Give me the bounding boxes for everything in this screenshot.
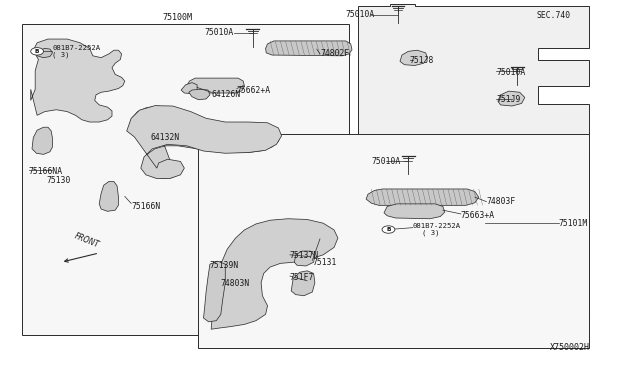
Polygon shape [358,4,589,318]
Text: 74802F: 74802F [320,49,349,58]
Text: 75663+A: 75663+A [461,211,495,219]
Polygon shape [127,106,282,179]
Text: FRONT: FRONT [73,232,100,250]
Text: 751J9: 751J9 [496,95,520,104]
Polygon shape [384,204,445,219]
Text: SEC.740: SEC.740 [536,12,570,20]
Text: 081B7-2252A: 081B7-2252A [52,45,100,51]
Text: 75010A: 75010A [204,28,234,37]
Polygon shape [37,48,52,58]
Polygon shape [366,189,479,205]
Text: 75137N: 75137N [290,251,319,260]
Polygon shape [187,78,244,93]
Polygon shape [32,127,52,154]
Text: B: B [35,49,39,54]
Bar [22,24,349,335]
Text: 751F7: 751F7 [290,273,314,282]
Circle shape [31,48,44,55]
Text: 751J8: 751J8 [410,56,434,65]
Text: 75010A: 75010A [371,157,401,166]
Polygon shape [498,91,525,106]
Polygon shape [291,271,315,296]
Text: ( 3): ( 3) [52,52,70,58]
Polygon shape [400,50,428,65]
Polygon shape [189,89,210,100]
Polygon shape [294,251,315,266]
Polygon shape [181,83,197,94]
Polygon shape [31,39,125,122]
Text: 64132N: 64132N [150,133,180,142]
Text: 75166NA: 75166NA [29,167,63,176]
Polygon shape [266,41,352,56]
Text: 74803N: 74803N [221,279,250,288]
Text: 64126N: 64126N [211,90,241,99]
Circle shape [382,226,395,233]
Polygon shape [204,261,225,322]
Text: 75131: 75131 [312,258,337,267]
Text: 75010A: 75010A [496,68,525,77]
Text: 75100M: 75100M [163,13,193,22]
Text: 75130: 75130 [47,176,71,185]
Text: 081B7-2252A: 081B7-2252A [413,223,461,229]
Text: B: B [387,227,390,232]
Polygon shape [211,219,338,329]
Text: 75166N: 75166N [131,202,161,211]
Text: 74803F: 74803F [486,197,516,206]
Text: 75010A: 75010A [346,10,375,19]
Text: ( 3): ( 3) [422,230,440,237]
Polygon shape [128,106,280,179]
Text: 75662+A: 75662+A [237,86,271,94]
Text: 75101M: 75101M [559,219,588,228]
Text: 75139N: 75139N [209,262,239,270]
Text: X750002H: X750002H [550,343,590,352]
Bar [198,134,589,348]
Polygon shape [99,182,118,211]
